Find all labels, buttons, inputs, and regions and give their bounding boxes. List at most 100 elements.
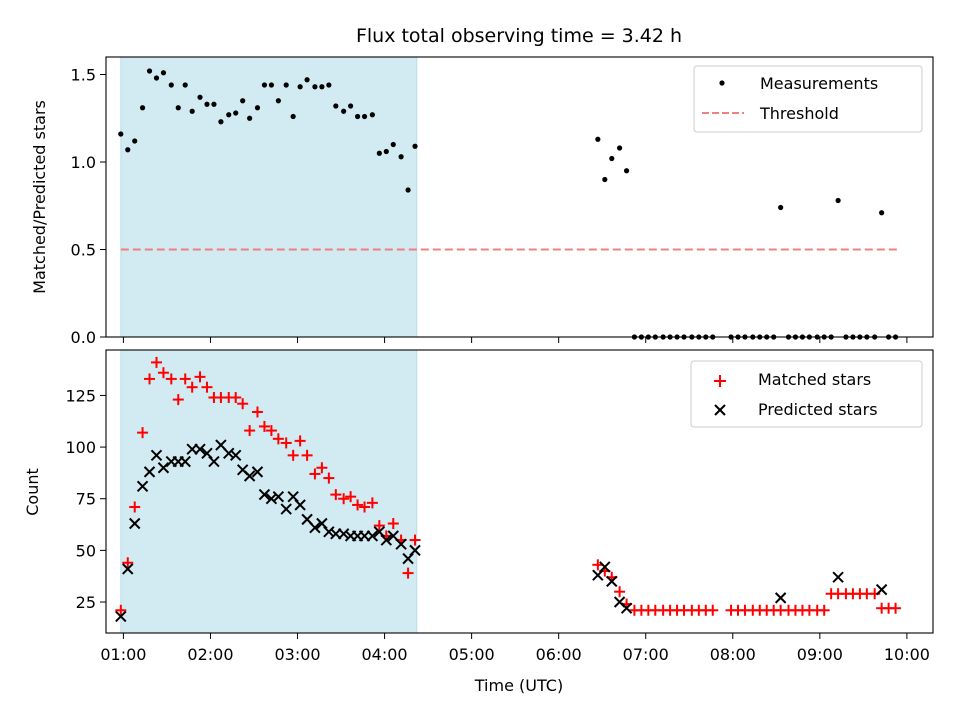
measurements-point [341,108,347,114]
bottom-legend: Matched stars Predicted stars [690,360,923,428]
matched-stars-point [338,493,350,505]
predicted-stars-point [258,488,271,501]
measurements-point [390,141,396,148]
chart-title: Flux total observing time = 3.42 h [356,25,682,47]
matched-stars-point [272,433,284,445]
matched-stars-point [402,567,414,579]
top-panel: 0.0 0.5 1.0 1.5 Matched/Predicted stars Mea… [30,56,934,347]
predicted-stars-point [251,466,264,478]
matched-stars-point [366,497,378,509]
matched-stars-point [309,468,321,480]
measurements-point [275,98,281,104]
matched-stars-point [301,449,313,461]
measurements-point [312,84,318,90]
measurements-point [233,110,239,116]
measurements-point [283,82,289,88]
measurements-point [319,84,325,90]
measurements-point [290,113,296,120]
bottom-axes-frame [105,349,934,634]
measurements-point [326,82,332,88]
measurements-point [361,113,368,120]
measurements-point [240,98,246,104]
matched-stars-point [373,520,385,532]
x-tick-label: 03:00 [274,645,320,664]
measurements-point [412,143,418,149]
predicted-stars-legend-label: Predicted stars [758,400,878,419]
matched-stars-point [258,420,270,432]
measurements-point [175,105,181,111]
bottom-series-layer [115,356,902,623]
top-shaded-span [120,56,418,338]
measurements-point [218,119,224,125]
predicted-stars-point [606,575,618,588]
matched-stars-point [287,449,299,461]
predicted-stars-point [309,521,321,534]
top-x-axis [122,337,908,343]
measurements-point [226,112,232,118]
measurements-point [369,112,375,118]
measurements-point [139,105,146,111]
matched-stars-point [409,534,421,546]
predicted-stars-point [409,544,421,557]
measurements-legend-label: Measurements [760,74,878,93]
measurements-point [354,113,361,120]
measurements-point [383,148,389,155]
top-y-axis-label: Matched/Predicted stars [30,100,49,294]
matched-stars-point [316,462,328,474]
measurements-point [153,75,160,81]
matched-stars-point [387,518,399,530]
y-tick-label: 1.0 [71,153,96,172]
measurements-point [160,70,167,76]
matched-stars-point [165,373,177,385]
y-tick-label: 0.5 [71,241,96,260]
matched-stars-point [144,373,156,385]
matched-stars-point [352,499,364,511]
matched-stars-point [818,604,830,616]
matched-stars-point [172,394,184,406]
predicted-stars-point [208,455,220,468]
x-tick-label: 08:00 [710,645,756,664]
top-legend: Measurements Threshold [693,65,923,133]
predicted-stars-point [122,563,134,575]
measurements-point [197,94,203,100]
matched-stars-point [707,604,719,616]
measurements-point [609,155,615,162]
predicted-stars-point [337,528,350,540]
y-tick-label: 1.5 [71,66,96,85]
measurements-point [146,68,153,74]
predicted-stars-point [265,493,278,505]
x-axis-label: Time (UTC) [474,676,563,695]
matched-stars-point [614,586,626,598]
matched-stars-point [230,392,242,404]
measurements-point [132,138,138,144]
matched-stars-point [115,604,127,616]
matched-stars-point [251,406,263,418]
matched-stars-point [294,435,306,447]
measurements-point [304,77,310,83]
measurements-point [261,82,268,88]
matched-stars-point [157,367,169,379]
top-series-layer [118,68,899,340]
matched-stars-point [330,489,342,501]
top-axes-frame [105,56,934,338]
measurements-point [254,105,261,111]
predicted-stars-point [875,583,888,596]
measurements-legend-marker [719,80,725,86]
measurements-point [125,147,131,153]
measurements-point [118,131,124,137]
threshold-legend-label: Threshold [759,104,839,123]
matched-stars-legend-marker [714,375,726,387]
bottom-y-axis-label: Count [23,468,42,516]
predicted-stars-point [150,449,163,462]
top-y-axis: 0.0 0.5 1.0 1.5 [71,66,106,347]
measurements-point [182,82,188,88]
measurements-point [595,136,601,142]
predicted-stars-point [395,538,407,550]
y-tick-label: 125 [65,386,96,405]
predicted-stars-point [380,534,393,546]
predicted-stars-point [230,449,242,462]
bottom-panel: 25 50 75 100 125 01:00 02:00 03:00 04:00 05:00 06… [23,349,934,695]
measurements-point [211,101,217,107]
predicted-stars-point [115,610,127,623]
